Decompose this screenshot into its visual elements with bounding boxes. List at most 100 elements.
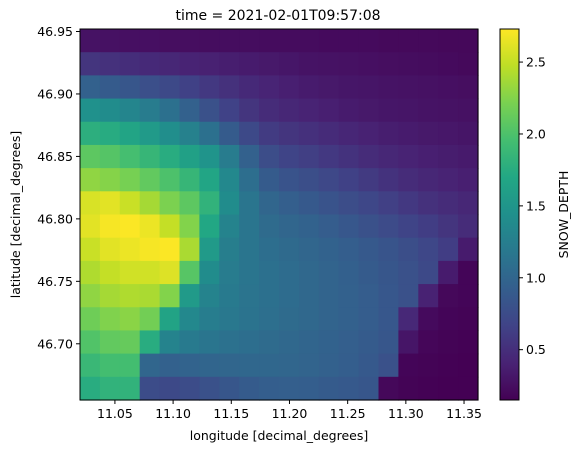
heatmap-cell (239, 307, 260, 332)
heatmap-cell (279, 330, 300, 355)
heatmap-cell (199, 144, 220, 169)
heatmap-cell (139, 144, 161, 169)
heatmap-cell (219, 168, 240, 192)
heatmap-cell (159, 376, 181, 401)
x-axis-label: longitude [decimal_degrees] (190, 428, 368, 443)
heatmap-cell (378, 376, 399, 401)
heatmap-cell (398, 98, 419, 123)
heatmap-cell (418, 284, 439, 308)
heatmap-cell (80, 29, 101, 53)
heatmap-cell (279, 168, 300, 192)
heatmap-cell (99, 168, 121, 192)
heatmap-cell (239, 284, 260, 308)
chart-title: time = 2021-02-01T09:57:08 (175, 8, 380, 24)
heatmap-cell (358, 307, 380, 332)
heatmap-cell (219, 307, 240, 332)
heatmap-cell (358, 353, 380, 378)
heatmap-cell (378, 29, 399, 53)
heatmap-cell (199, 29, 220, 53)
heatmap-cell (358, 214, 380, 239)
heatmap-cell (179, 52, 200, 76)
heatmap-cell (80, 144, 101, 169)
heatmap-cell (239, 353, 260, 378)
heatmap-cell (398, 284, 419, 308)
y-tick-label: 46.80 (37, 211, 73, 226)
heatmap-cell (418, 214, 439, 239)
heatmap-cell (139, 29, 161, 53)
heatmap-cell (139, 307, 161, 332)
heatmap-cell (199, 353, 220, 378)
heatmap-cell (80, 75, 101, 100)
heatmap-cell (259, 98, 280, 123)
heatmap-cell (119, 307, 141, 332)
x-tick-label: 11.15 (213, 406, 249, 421)
heatmap-cell (318, 98, 340, 123)
colorbar-tick-label: 2.5 (526, 55, 546, 70)
heatmap-cell (179, 144, 200, 169)
heatmap-cell (298, 168, 320, 192)
heatmap-cell (239, 237, 260, 262)
heatmap-cell (259, 307, 280, 332)
heatmap-cell (438, 121, 459, 146)
heatmap-cell (338, 52, 360, 76)
heatmap-cell (259, 284, 280, 308)
heatmap-cell (279, 144, 300, 169)
y-tick-label: 46.90 (37, 86, 73, 101)
heatmap-cell (318, 52, 340, 76)
heatmap-cell (119, 98, 141, 123)
heatmap-cell (119, 121, 141, 146)
plot-frame (79, 28, 479, 401)
heatmap-cell (279, 307, 300, 332)
heatmap-cell (99, 260, 121, 285)
heatmap-cell (139, 353, 161, 378)
heatmap-cell (358, 121, 380, 146)
heatmap-cell (219, 330, 240, 355)
heatmap-cell (458, 214, 479, 239)
heatmap-cell (259, 29, 280, 53)
heatmap-cell (358, 52, 380, 76)
heatmap-cell (80, 284, 101, 308)
heatmap-cell (239, 168, 260, 192)
heatmap-cell (458, 29, 479, 53)
heatmap-cell (358, 144, 380, 169)
heatmap-cell (298, 284, 320, 308)
heatmap-cell (418, 237, 439, 262)
heatmap-cell (99, 376, 121, 401)
colorbar-tick-label: 2.0 (526, 126, 546, 141)
heatmap-cell (378, 330, 399, 355)
heatmap-cell (279, 121, 300, 146)
heatmap-cell (338, 168, 360, 192)
heatmap-cell (139, 214, 161, 239)
heatmap-cell (458, 121, 479, 146)
heatmap-cell (358, 376, 380, 401)
heatmap-cell (159, 144, 181, 169)
heatmap-cell (318, 121, 340, 146)
heatmap-cell (358, 330, 380, 355)
y-tick-label: 46.70 (37, 336, 73, 351)
heatmap-cell (259, 237, 280, 262)
heatmap-cell (418, 75, 439, 100)
heatmap-cell (239, 144, 260, 169)
heatmap-cell (259, 144, 280, 169)
y-axis-ticks: 46.70 46.75 46.80 46.85 46.90 46.95 (37, 24, 80, 351)
heatmap-cell (159, 214, 181, 239)
heatmap-cell (239, 29, 260, 53)
heatmap-cell (338, 353, 360, 378)
heatmap-cell (438, 75, 459, 100)
heatmap-cell (179, 214, 200, 239)
heatmap-cell (139, 284, 161, 308)
heatmap-cell (418, 191, 439, 216)
heatmap-cell (438, 191, 459, 216)
heatmap-cell (338, 330, 360, 355)
heatmap-cell (279, 376, 300, 401)
heatmap-cell (199, 121, 220, 146)
heatmap-cell (80, 98, 101, 123)
heatmap-cell (119, 191, 141, 216)
heatmap-cell (259, 121, 280, 146)
heatmap-cell (219, 121, 240, 146)
heatmap-cell (179, 260, 200, 285)
heatmap-cell (159, 75, 181, 100)
heatmap-cell (80, 191, 101, 216)
heatmap-cell (219, 260, 240, 285)
heatmap-cell (199, 260, 220, 285)
